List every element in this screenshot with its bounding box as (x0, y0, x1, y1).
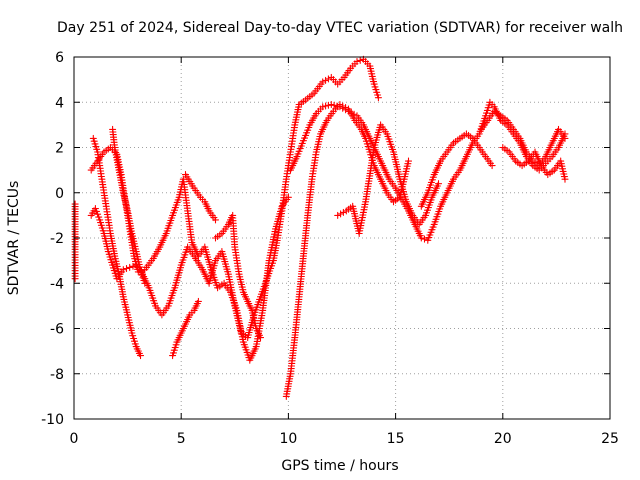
x-tick-label: 5 (177, 431, 186, 447)
series-track-a (71, 200, 79, 283)
chart-title: Day 251 of 2024, Sidereal Day-to-day VTE… (57, 20, 623, 36)
series-markers (499, 143, 569, 183)
series-markers (417, 130, 496, 210)
series-markers (334, 121, 443, 238)
series-markers (477, 107, 569, 170)
data-series-group (71, 55, 569, 400)
axis-ticks: 0 5 10 15 20 25 -10 -8 -6 -4 -2 0 2 4 6 (41, 50, 619, 447)
series-markers (109, 125, 149, 287)
series-track-e (109, 125, 149, 287)
x-tick-label: 0 (70, 431, 79, 447)
series-track-h (211, 211, 265, 342)
x-axis-label: GPS time / hours (281, 458, 398, 474)
y-tick-label: -8 (50, 367, 64, 383)
series-track-n (499, 143, 569, 183)
x-tick-label: 25 (601, 431, 619, 447)
y-tick-label: -4 (50, 276, 64, 292)
series-markers (181, 171, 220, 224)
x-tick-label: 15 (387, 431, 405, 447)
series-track-m (477, 107, 569, 170)
y-tick-label: 0 (55, 186, 64, 202)
y-axis-label: SDTVAR / TECUs (6, 181, 22, 296)
series-track-g (181, 171, 220, 224)
y-tick-label: -6 (50, 322, 64, 338)
series-markers (169, 297, 202, 360)
series-markers (71, 200, 79, 283)
series-markers (89, 134, 145, 360)
series-track-l (417, 130, 496, 210)
series-markers (211, 211, 265, 342)
series-track-d (89, 134, 145, 360)
y-tick-label: 4 (55, 95, 64, 111)
y-tick-label: 2 (55, 141, 64, 157)
y-tick-label: 6 (55, 50, 64, 66)
x-tick-label: 20 (494, 431, 512, 447)
series-track-k (334, 121, 443, 238)
y-tick-label: -2 (50, 231, 64, 247)
x-tick-label: 10 (279, 431, 297, 447)
y-tick-label: -10 (41, 412, 64, 428)
series-track-f (169, 297, 202, 360)
grid-lines (74, 57, 610, 419)
